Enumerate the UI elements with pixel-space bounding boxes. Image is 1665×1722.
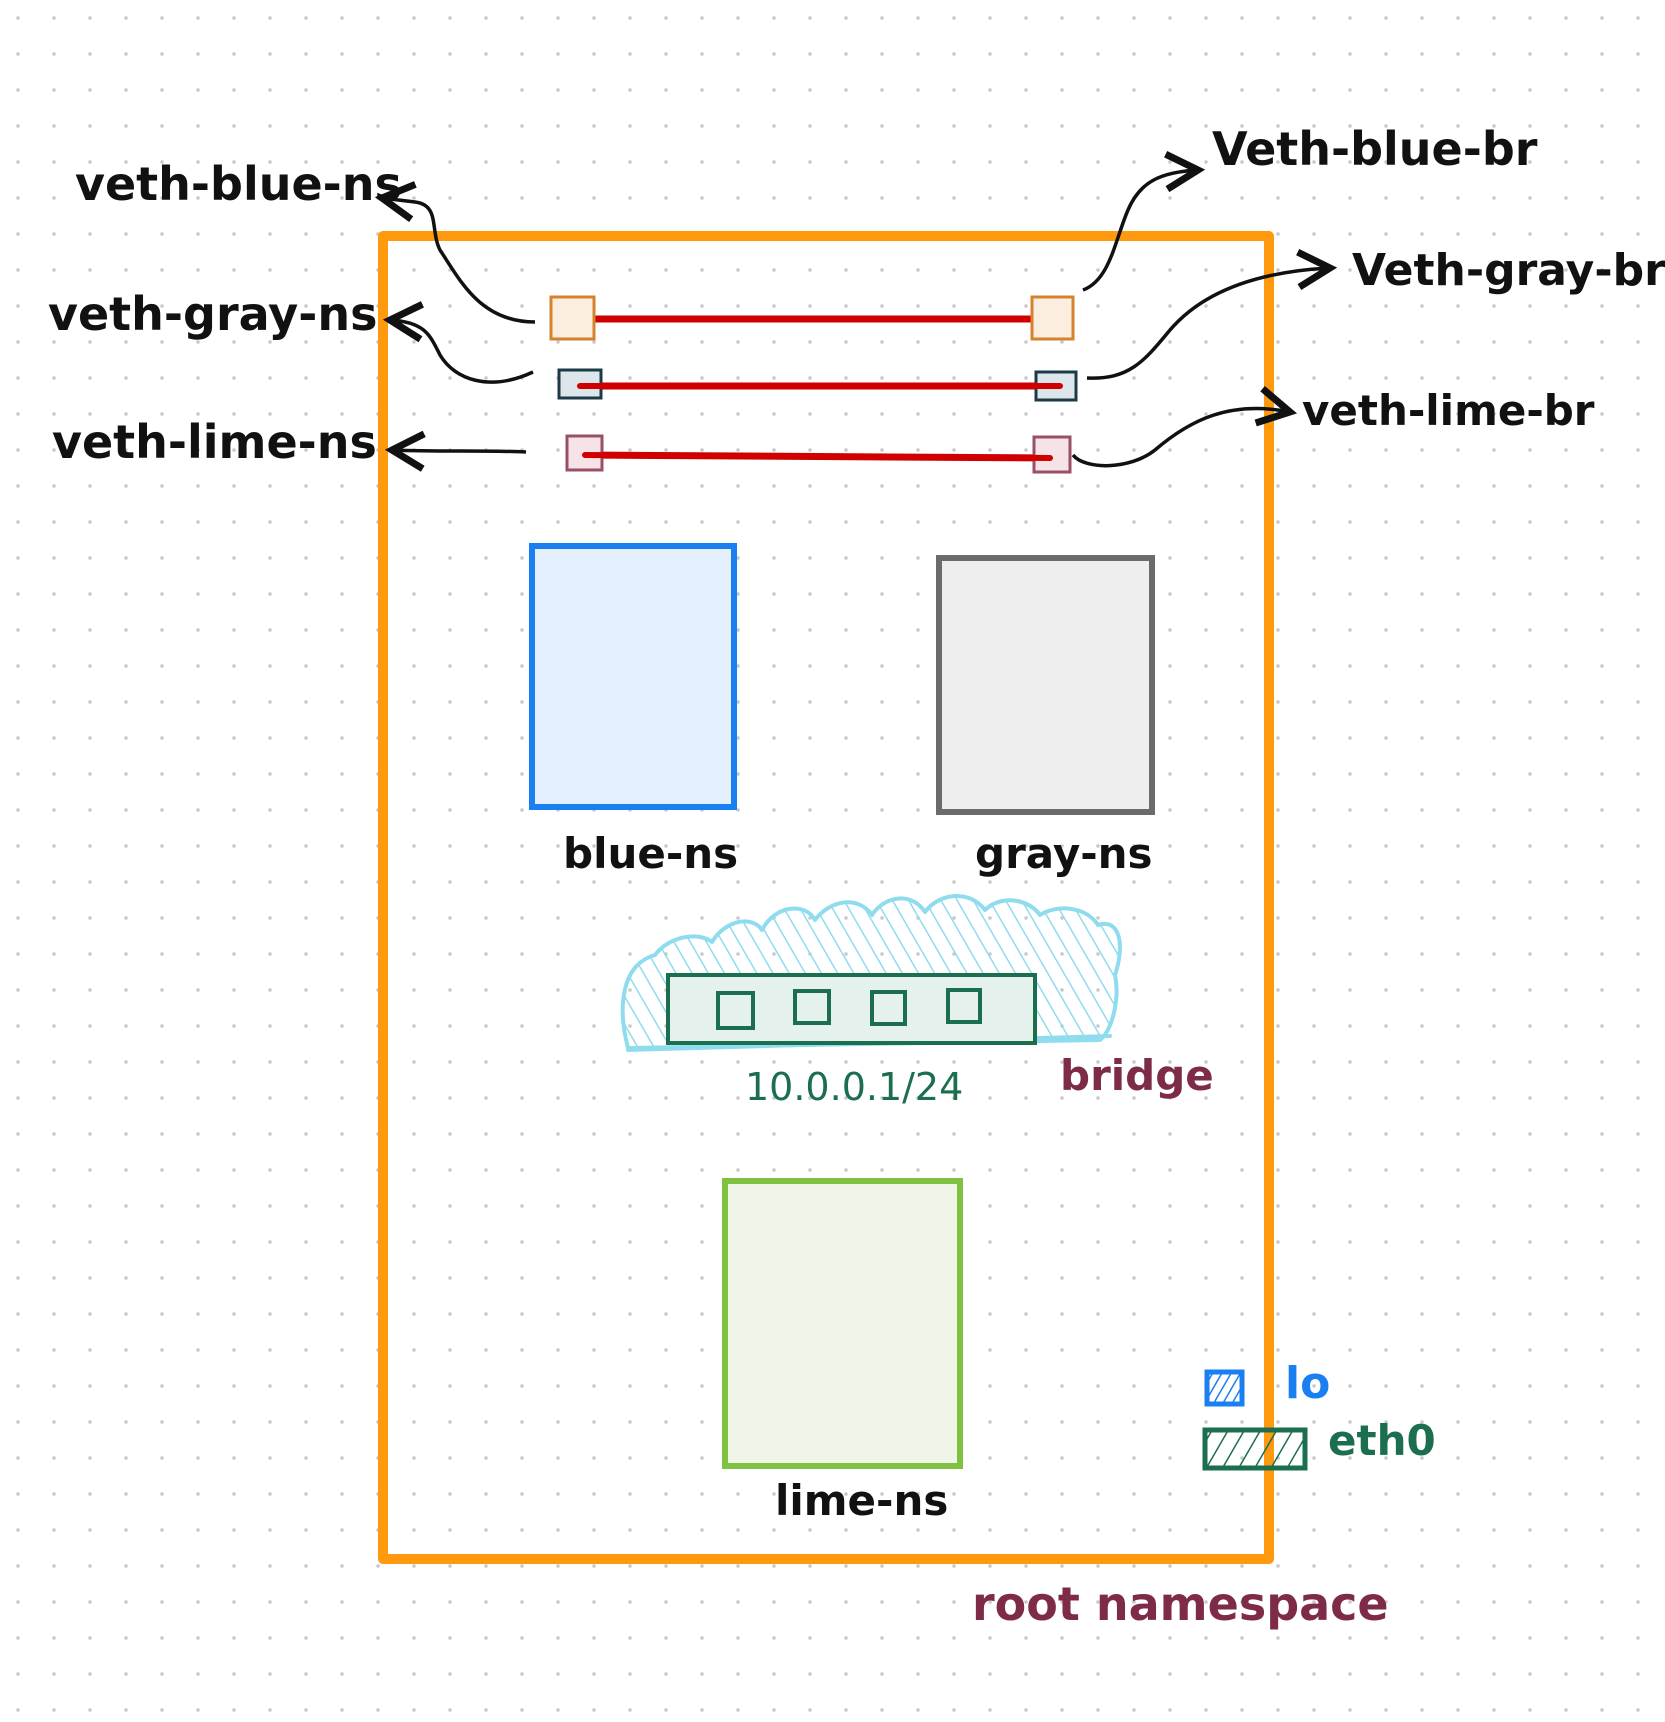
bridge-port-3 [870, 990, 907, 1026]
gray-ns-box [936, 555, 1155, 815]
veth-pair-lime [565, 434, 1072, 474]
lime-ns-box [722, 1178, 963, 1469]
label-veth-gray-ns: veth-gray-ns [48, 287, 377, 341]
label-blue-ns: blue-ns [563, 829, 738, 878]
arrow-veth-blue-ns [382, 198, 536, 324]
lo-swatch-icon [1204, 1369, 1245, 1407]
arrow-veth-lime-ns [392, 450, 527, 452]
label-bridge: bridge [1060, 1051, 1214, 1100]
arrow-veth-lime-br [1071, 408, 1290, 468]
bridge-port-4 [946, 988, 982, 1024]
eth0-swatch-icon [1202, 1427, 1308, 1471]
arrow-veth-gray-br [1086, 268, 1330, 380]
label-bridge-ip: 10.0.0.1/24 [745, 1065, 963, 1109]
arrow-veth-gray-ns [390, 320, 534, 384]
bridge-port-2 [793, 989, 831, 1025]
veth-pair-blue [549, 295, 1075, 341]
blue-ns-box [529, 543, 737, 810]
label-lime-ns: lime-ns [775, 1476, 948, 1525]
veth-pair-gray [557, 368, 1078, 402]
arrow-veth-blue-br [1082, 170, 1198, 292]
label-veth-blue-ns: veth-blue-ns [75, 157, 402, 211]
label-lo: lo [1285, 1358, 1330, 1409]
root-namespace-box [378, 231, 1274, 1564]
label-root-namespace: root namespace [972, 1577, 1389, 1631]
bridge-port-1 [716, 991, 755, 1030]
veth-port-blue-br [1030, 295, 1075, 341]
label-veth-blue-br: Veth-blue-br [1212, 122, 1538, 176]
veth-port-lime-br [1032, 435, 1072, 474]
label-veth-lime-ns: veth-lime-ns [52, 415, 377, 469]
bridge-bar [666, 973, 1037, 1045]
label-veth-gray-br: Veth-gray-br [1352, 245, 1665, 296]
label-gray-ns: gray-ns [975, 829, 1153, 878]
label-veth-lime-br: veth-lime-br [1302, 386, 1595, 435]
label-eth0: eth0 [1328, 1416, 1436, 1465]
bridge-device [666, 973, 1037, 1045]
veth-port-blue-ns [549, 295, 596, 341]
